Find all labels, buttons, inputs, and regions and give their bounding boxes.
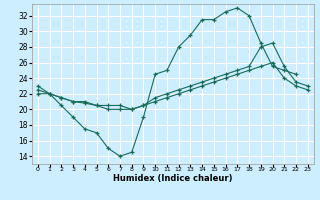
X-axis label: Humidex (Indice chaleur): Humidex (Indice chaleur): [113, 174, 233, 183]
